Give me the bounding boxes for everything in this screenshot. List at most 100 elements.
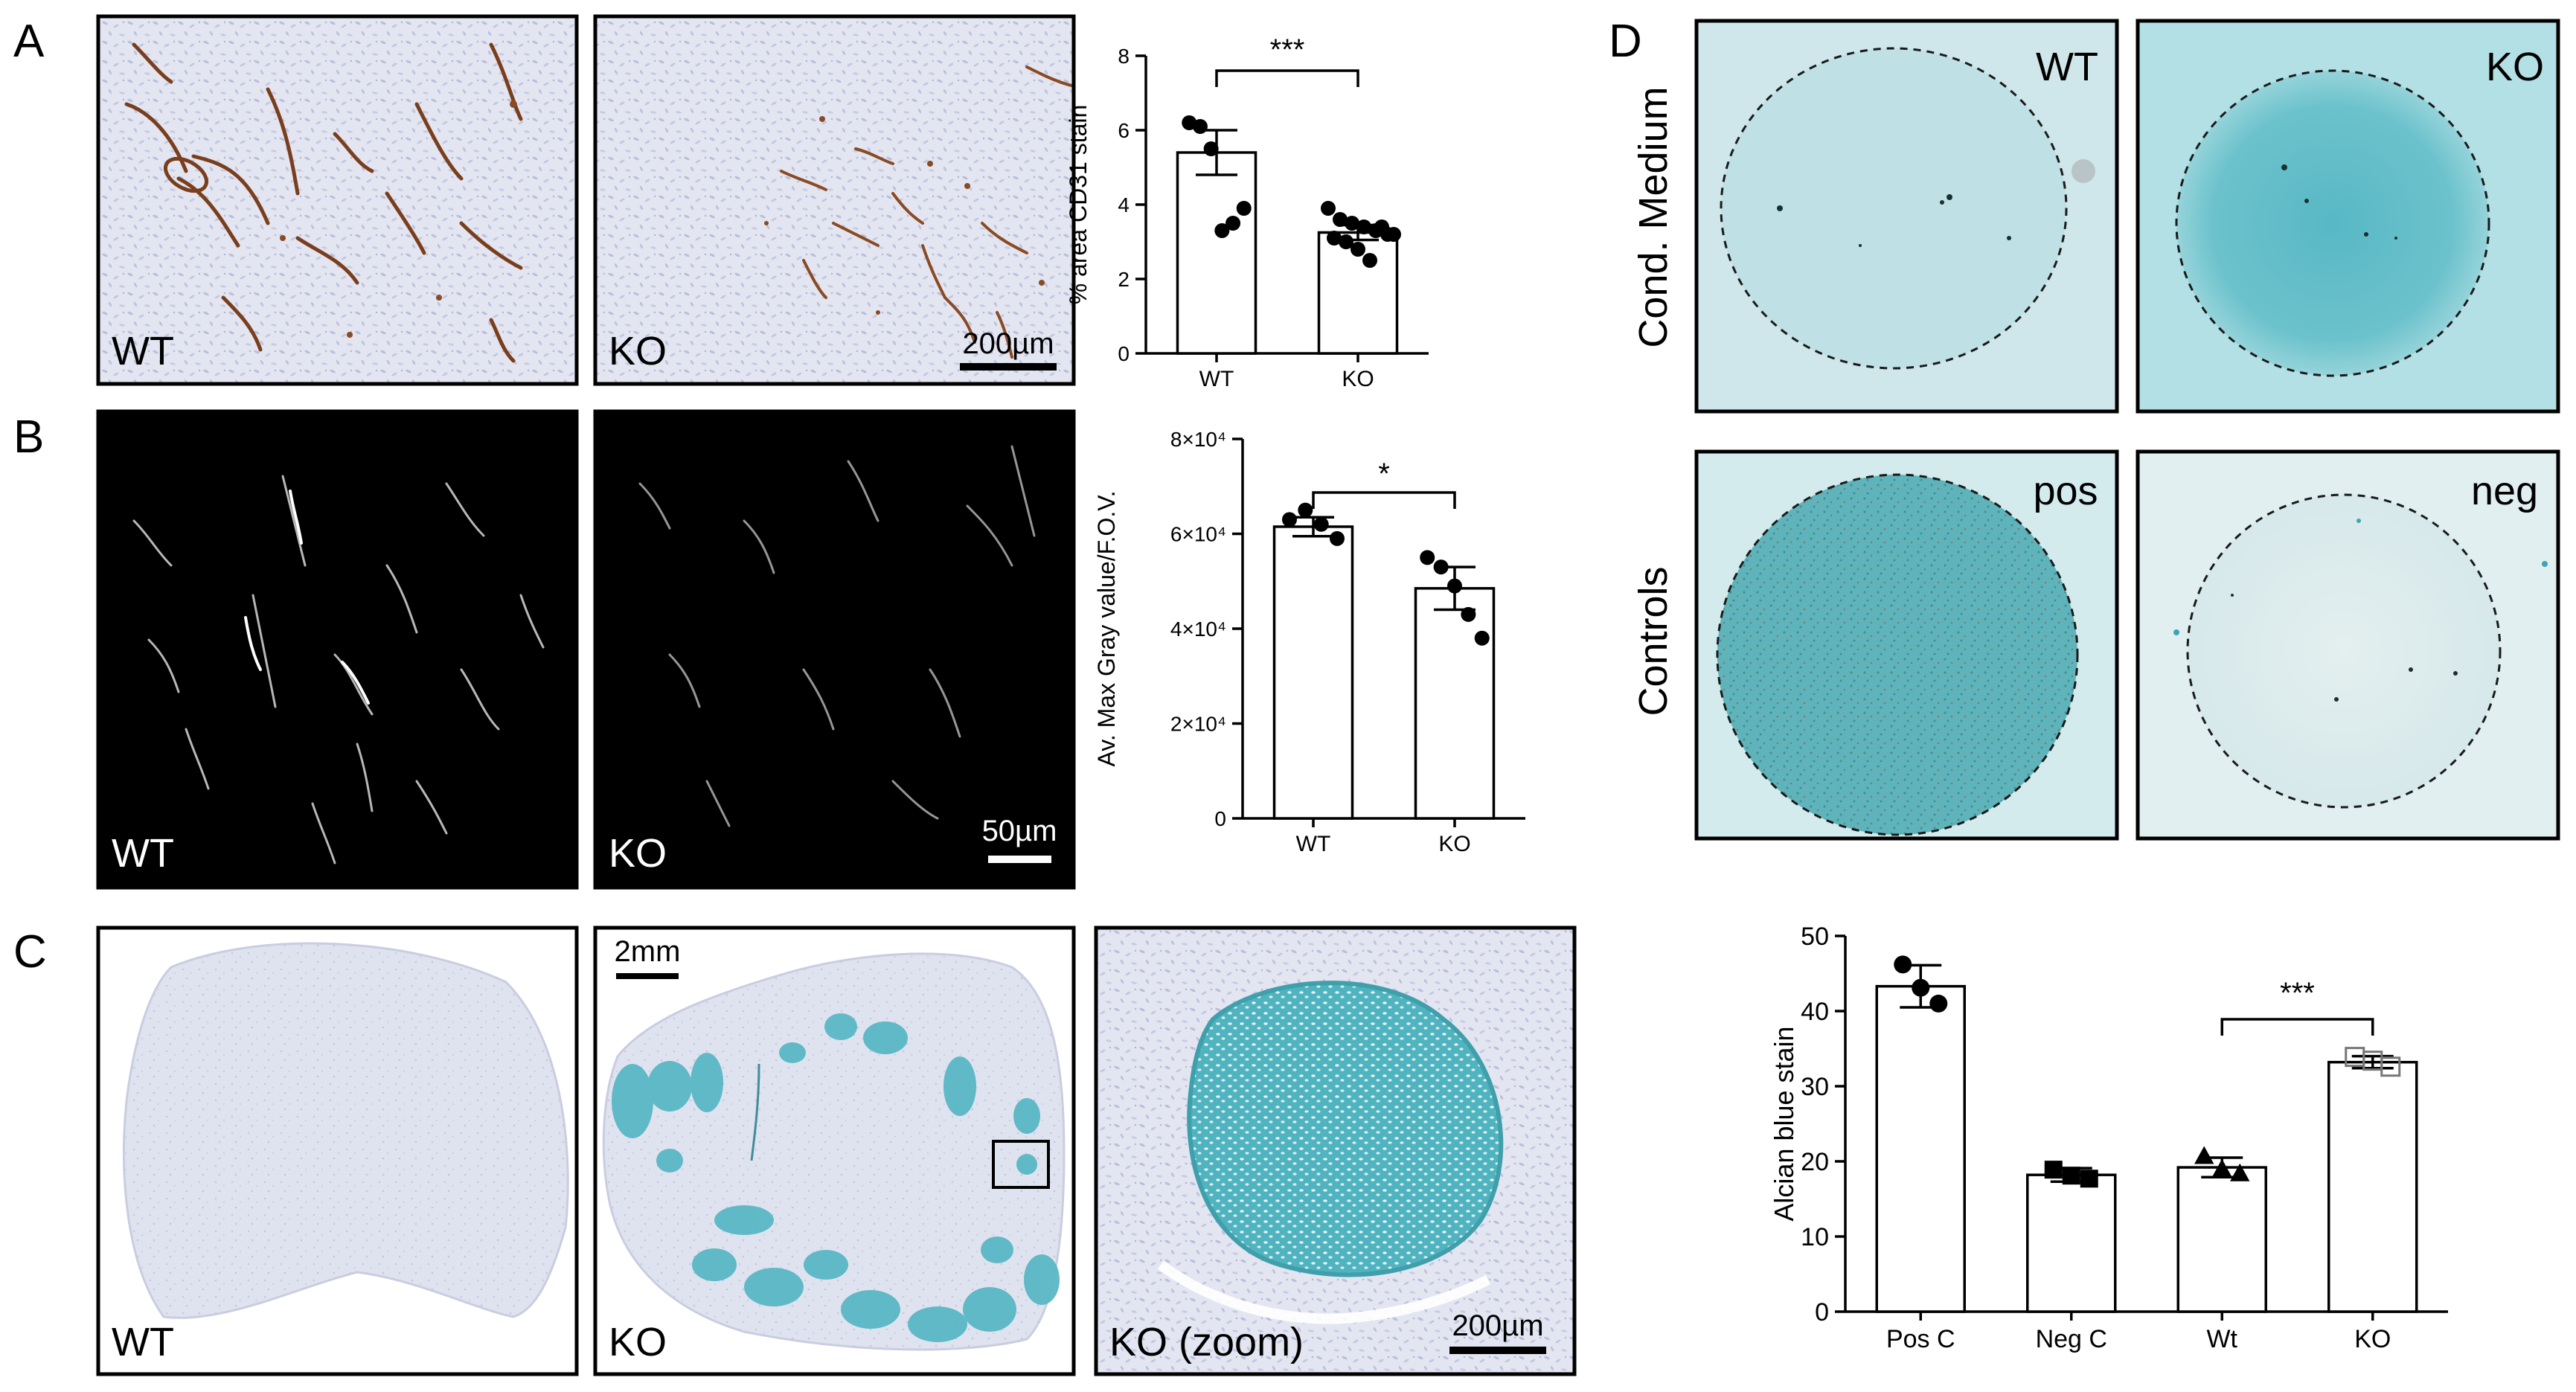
chart-d-ytick-label: 50 — [1801, 923, 1829, 951]
chart-a-point — [1339, 234, 1353, 249]
chart-b-point — [1313, 516, 1329, 532]
chart-a-point — [1203, 141, 1219, 156]
micrograph-c-ko-zoom — [1096, 928, 1574, 1374]
chart-d-point — [2212, 1158, 2232, 1177]
chart-b-ytick-label: 8×10⁴ — [1170, 428, 1226, 451]
chart-b-bar — [1272, 525, 1354, 820]
chart-a-point — [1351, 242, 1365, 257]
micrograph-d-wt — [1696, 21, 2117, 411]
chart-d-point — [2044, 1161, 2063, 1179]
image-label-d-pos: pos — [2033, 469, 2098, 513]
image-label-a-ko: KO — [609, 329, 667, 373]
chart-a-point — [1225, 216, 1241, 231]
chart-a-xtick-label: KO — [1342, 367, 1374, 391]
micrograph-d-pos — [1696, 452, 2117, 838]
chart-d-bar — [2026, 1173, 2117, 1313]
chart-a-point — [1333, 212, 1348, 227]
scale-bar-b — [988, 856, 1051, 863]
scale-bar-label-a: 200µm — [962, 327, 1054, 360]
chart-d-ylabel: Alcian blue stain — [1769, 1026, 1799, 1221]
chart-d-point — [1912, 978, 1930, 997]
chart-b-ytick-label: 2×10⁴ — [1170, 712, 1226, 735]
chart-b-ylabel: Av. Max Gray value/F.O.V. — [1093, 490, 1120, 766]
chart-d-point — [2080, 1170, 2098, 1188]
chart-d-bar — [2176, 1166, 2267, 1313]
chart-a-ytick-label: 2 — [1118, 268, 1130, 291]
chart-b-significance-bracket — [1312, 491, 1456, 509]
scale-bar-label-b: 50µm — [982, 815, 1057, 847]
chart-a-point — [1327, 231, 1342, 246]
micrograph-a-wt — [98, 16, 577, 384]
image-label-b-ko: KO — [609, 831, 667, 876]
chart-d-ytick-label: 0 — [1815, 1298, 1829, 1327]
chart-d-point — [1894, 955, 1912, 974]
chart-b-point — [1420, 550, 1435, 565]
chart-d-ytick-label: 20 — [1801, 1148, 1829, 1176]
micrograph-c-ko — [595, 928, 1074, 1374]
chart-a-significance-bracket — [1215, 69, 1359, 87]
chart-b-point — [1330, 530, 1345, 546]
chart-a-point — [1192, 119, 1208, 134]
chart-a: 0 2 4 6 8 % area CD31 stain WT KO *** — [1065, 33, 1429, 391]
chart-d-xtick-label: Pos C — [1886, 1325, 1955, 1353]
chart-b-xtick-label: WT — [1296, 832, 1331, 856]
chart-a-point — [1236, 201, 1252, 216]
chart-d-ytick-label: 40 — [1801, 998, 1829, 1026]
chart-b-significance-label: * — [1378, 458, 1390, 490]
panel-letter-a: A — [13, 16, 45, 67]
chart-d-significance-label: *** — [2280, 977, 2315, 1010]
chart-a-ytick-label: 8 — [1118, 45, 1130, 68]
chart-a-point — [1374, 219, 1389, 234]
chart-a-point — [1321, 201, 1336, 216]
chart-a-ytick-label: 6 — [1118, 119, 1130, 142]
panel-letter-c: C — [13, 926, 47, 978]
chart-d-xtick-label: Wt — [2206, 1325, 2237, 1353]
chart-b-ytick-label: 6×10⁴ — [1170, 522, 1226, 545]
chart-b-ytick-label: 4×10⁴ — [1170, 618, 1226, 641]
chart-b-point — [1474, 630, 1490, 646]
chart-a-xtick-label: WT — [1199, 367, 1234, 391]
chart-a-ylabel: % area CD31 stain — [1065, 105, 1092, 305]
chart-a-point — [1345, 216, 1359, 231]
scale-bar-label-c-zoom: 200µm — [1452, 1309, 1543, 1342]
image-label-c-ko-zoom: KO (zoom) — [1109, 1320, 1304, 1364]
chart-d-bar — [2327, 1060, 2418, 1313]
image-label-c-ko: KO — [609, 1320, 667, 1364]
image-label-a-wt: WT — [112, 329, 174, 373]
chart-d-point — [1929, 994, 1948, 1013]
chart-d-xtick-label: KO — [2354, 1325, 2391, 1353]
chart-a-bar — [1176, 151, 1257, 355]
row-label-cond-medium: Cond. Medium — [1631, 86, 1676, 347]
panel-letter-b: B — [13, 411, 44, 463]
chart-d-point — [2380, 1056, 2401, 1077]
chart-a-point — [1356, 219, 1371, 234]
chart-b-ytick-label: 0 — [1214, 807, 1226, 830]
chart-a-significance-label: *** — [1270, 33, 1305, 66]
scale-bar-label-c-ko: 2mm — [615, 935, 681, 968]
chart-a-ytick-label: 0 — [1118, 342, 1130, 365]
image-label-d-ko: KO — [2486, 45, 2544, 89]
scale-bar-a — [960, 363, 1057, 371]
micrograph-c-wt — [98, 928, 577, 1374]
chart-b-point — [1461, 606, 1476, 622]
zoom-region-box — [992, 1140, 1050, 1189]
chart-a-ytick-label: 4 — [1118, 193, 1130, 217]
chart-d-significance-bracket — [2220, 1018, 2374, 1036]
chart-b: 0 2×10⁴ 4×10⁴ 6×10⁴ 8×10⁴ Av. Max Gray value/… — [1093, 428, 1525, 856]
image-label-c-wt: WT — [112, 1320, 174, 1364]
image-label-b-wt: WT — [112, 831, 174, 876]
image-label-d-neg: neg — [2471, 469, 2538, 513]
chart-d-point — [2194, 1146, 2214, 1164]
chart-d-point — [2230, 1163, 2250, 1181]
chart-d-bar — [1875, 984, 1966, 1313]
image-label-d-wt: WT — [2036, 45, 2098, 89]
chart-b-point — [1282, 512, 1297, 527]
micrograph-b-wt — [98, 411, 577, 888]
micrograph-d-neg — [2138, 452, 2558, 838]
chart-d: 0 10 20 30 40 50 Alcian blue stain Pos C Neg C Wt… — [1769, 923, 2448, 1353]
panel-letter-d: D — [1609, 16, 1642, 67]
scale-bar-c-ko — [616, 973, 679, 979]
chart-b-xtick-label: KO — [1438, 832, 1470, 856]
chart-d-point — [2062, 1167, 2080, 1185]
